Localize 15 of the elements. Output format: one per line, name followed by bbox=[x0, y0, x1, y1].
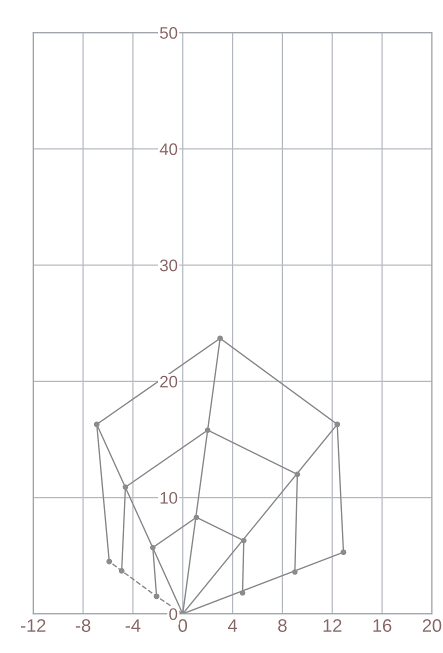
y-tick-label: 30 bbox=[160, 260, 178, 272]
y-tick-label: 40 bbox=[160, 143, 178, 156]
x-tick-label: 8 bbox=[278, 619, 287, 632]
y-tick-label: 10 bbox=[160, 492, 178, 504]
x-tick-label: 16 bbox=[373, 619, 392, 632]
x-tick-label: 12 bbox=[324, 619, 342, 632]
x-tick-label: -12 bbox=[20, 619, 46, 632]
x-tick-label: 20 bbox=[422, 619, 442, 632]
y-tick-label: 0 bbox=[169, 608, 178, 620]
y-tick-label: 20 bbox=[160, 376, 178, 388]
x-tick-label: -4 bbox=[126, 619, 140, 632]
x-tick-label: 4 bbox=[228, 619, 238, 632]
x-tick-label: 0 bbox=[178, 619, 188, 632]
x-tick-label: -8 bbox=[76, 619, 90, 632]
y-tick-label: 50 bbox=[160, 27, 178, 39]
